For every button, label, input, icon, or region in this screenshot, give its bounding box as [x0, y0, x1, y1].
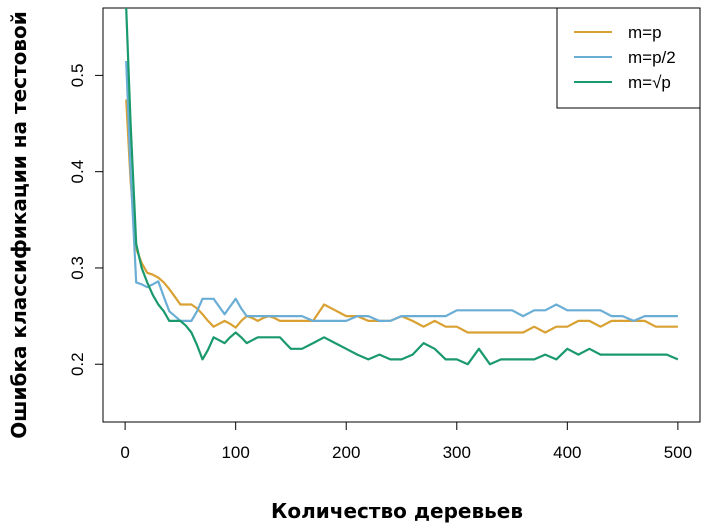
- legend-label-3: m=√p: [628, 73, 671, 92]
- y-tick-label: 0.2: [68, 352, 87, 376]
- y-axis-label: Ошибка классификации на тестовой: [7, 11, 31, 438]
- x-axis-label: Количество деревьев: [271, 499, 523, 523]
- y-tick-label: 0.3: [68, 256, 87, 280]
- y-tick-label: 0.5: [68, 64, 87, 88]
- x-tick-label: 100: [221, 443, 249, 462]
- series-line-1: [125, 99, 678, 334]
- series-line-3: [125, 8, 679, 366]
- y-axis-title: Ошибка классификации на тестовой: [7, 11, 31, 438]
- plot-series: [125, 8, 679, 366]
- x-tick-label: 500: [664, 443, 692, 462]
- series-line-2: [125, 60, 678, 322]
- legend-label-1: m=p: [628, 23, 662, 42]
- x-tick-label: 300: [443, 443, 471, 462]
- x-tick-label: 400: [553, 443, 581, 462]
- legend: m=p m=p/2 m=√p: [556, 7, 701, 109]
- y-axis: 0.2 0.3 0.4 0.5: [68, 64, 103, 376]
- y-tick-label: 0.4: [68, 160, 87, 184]
- x-tick-label: 200: [332, 443, 360, 462]
- legend-label-2: m=p/2: [628, 48, 676, 67]
- x-tick-label: 0: [120, 443, 129, 462]
- plot-frame: [102, 7, 701, 423]
- x-axis: 0 100 200 300 400 500: [120, 422, 692, 462]
